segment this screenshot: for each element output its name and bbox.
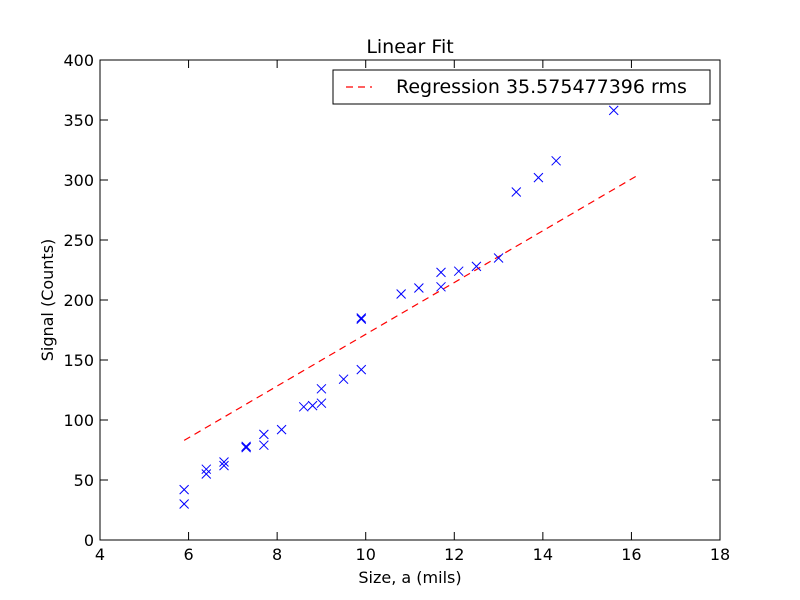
data-point [533,172,544,183]
data-point [471,261,482,272]
data-point [511,187,522,197]
data-point [396,289,406,299]
y-tick-label: 300 [63,171,94,190]
data-point [219,460,229,471]
data-point [356,314,367,325]
data-point [259,440,269,451]
x-axis-label: Size, a (mils) [358,568,461,587]
data-point [201,469,212,479]
x-tick-label: 14 [533,545,553,564]
x-tick-label: 6 [183,545,193,564]
axis-ticks: 4 6 8 10 12 14 16 18 0 50 100 150 200 250 300 350 400 [63,51,730,564]
data-point [259,429,269,440]
data-point [276,424,287,435]
data-point [307,400,318,411]
data-point [551,155,561,166]
data-point [179,484,189,495]
data-point [298,401,309,412]
data-point [453,266,464,277]
data-point [436,281,446,292]
data-point [241,442,251,453]
y-tick-label: 200 [63,291,94,310]
data-point [219,457,229,467]
data-point [338,374,349,385]
legend-box [332,69,711,105]
data-point [316,398,327,409]
y-tick-label: 400 [63,51,94,70]
data-point [436,267,446,278]
data-point [201,464,212,475]
x-tick-label: 4 [95,545,105,564]
data-point [414,283,424,293]
y-tick-label: 350 [63,111,94,130]
legend-label-regression: Regression 35.575477396 rms [396,76,687,98]
y-tick-label: 250 [63,231,94,250]
y-tick-label: 150 [63,351,94,370]
y-axis-label: Signal (Counts) [38,239,57,362]
data-point [241,441,251,452]
x-tick-label: 8 [272,545,282,564]
data-point [493,253,504,263]
data-point [356,313,367,323]
x-tick-label: 12 [444,545,464,564]
legend: Regression 35.575477396 rms [332,69,711,105]
x-tick-label: 18 [710,545,730,564]
y-tick-label: 50 [74,471,94,490]
data-point [608,105,619,116]
plot-area [179,105,637,509]
regression-line [183,175,637,441]
y-tick-label: 0 [84,531,94,550]
chart-title: Linear Fit [366,36,453,58]
x-tick-label: 10 [356,545,376,564]
y-tick-label: 100 [63,411,94,430]
data-point [356,364,367,375]
data-point [316,383,327,394]
data-point [179,499,189,509]
x-tick-label: 16 [621,545,641,564]
